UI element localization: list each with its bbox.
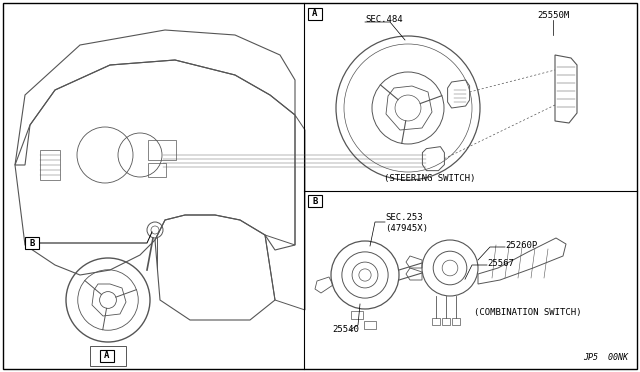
Text: A: A (312, 10, 317, 19)
Bar (308, 195, 322, 207)
Bar (452, 318, 460, 325)
Text: SEC.484: SEC.484 (365, 15, 403, 23)
Text: 25260P: 25260P (505, 241, 537, 250)
Bar (351, 311, 363, 319)
Bar (442, 318, 450, 325)
Bar (40, 150, 60, 180)
Bar (148, 163, 166, 177)
Bar (308, 8, 322, 20)
Text: B: B (29, 238, 35, 247)
Text: SEC.253: SEC.253 (385, 214, 422, 222)
Bar (364, 321, 376, 329)
Text: B: B (312, 196, 317, 205)
Text: (STEERING SWITCH): (STEERING SWITCH) (384, 174, 476, 183)
Text: (47945X): (47945X) (385, 224, 428, 232)
Text: 25567: 25567 (487, 259, 514, 267)
Bar (432, 318, 440, 325)
Bar (25, 237, 39, 249)
Bar (148, 140, 176, 160)
Text: 25550M: 25550M (537, 10, 569, 19)
Bar (90, 346, 126, 366)
Bar (100, 350, 114, 362)
Text: (COMBINATION SWITCH): (COMBINATION SWITCH) (474, 308, 582, 317)
Text: A: A (104, 352, 109, 360)
Text: 25540: 25540 (332, 326, 359, 334)
Text: JP5  00NK: JP5 00NK (583, 353, 628, 362)
